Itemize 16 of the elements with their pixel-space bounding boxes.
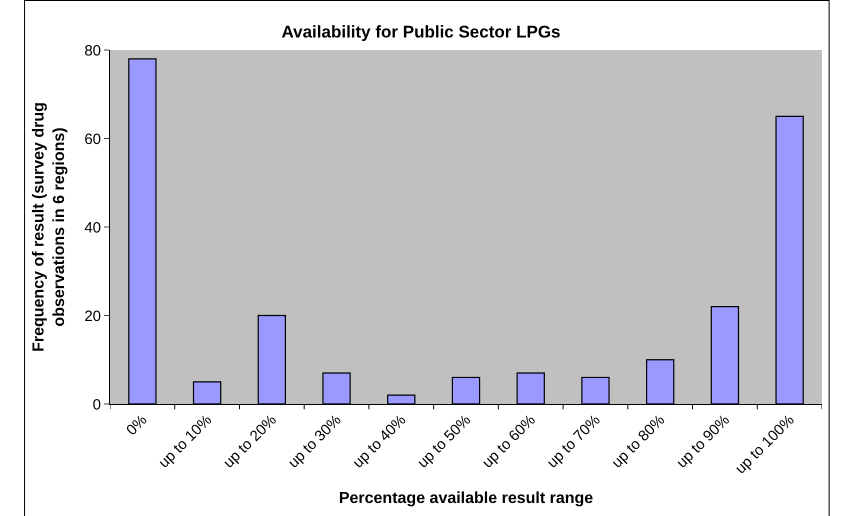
x-tick-label: 0% xyxy=(123,412,150,439)
y-tick-label: 20 xyxy=(84,308,101,325)
x-tick-label: up to 90% xyxy=(673,412,734,472)
x-axis-title: Percentage available result range xyxy=(338,490,594,508)
x-tick-label: up to 80% xyxy=(608,412,668,472)
y-tick-label: 60 xyxy=(84,130,101,148)
x-tick-label: up to 40% xyxy=(350,412,410,472)
x-tick-label: up to 30% xyxy=(284,412,345,472)
x-tick-label: up to 50% xyxy=(414,412,474,472)
y-axis-title: Frequency of result (survey drug observations in 6 regions) xyxy=(30,102,68,352)
x-tick-label: up to 70% xyxy=(544,412,604,472)
chart-title: Availability for Public Sector LPGs xyxy=(282,22,560,42)
y-tick-label: 0 xyxy=(92,396,101,414)
x-tick-label: up to 60% xyxy=(479,412,539,472)
y-tick-label: 80 xyxy=(84,42,101,60)
y-tick-label: 40 xyxy=(84,219,101,236)
